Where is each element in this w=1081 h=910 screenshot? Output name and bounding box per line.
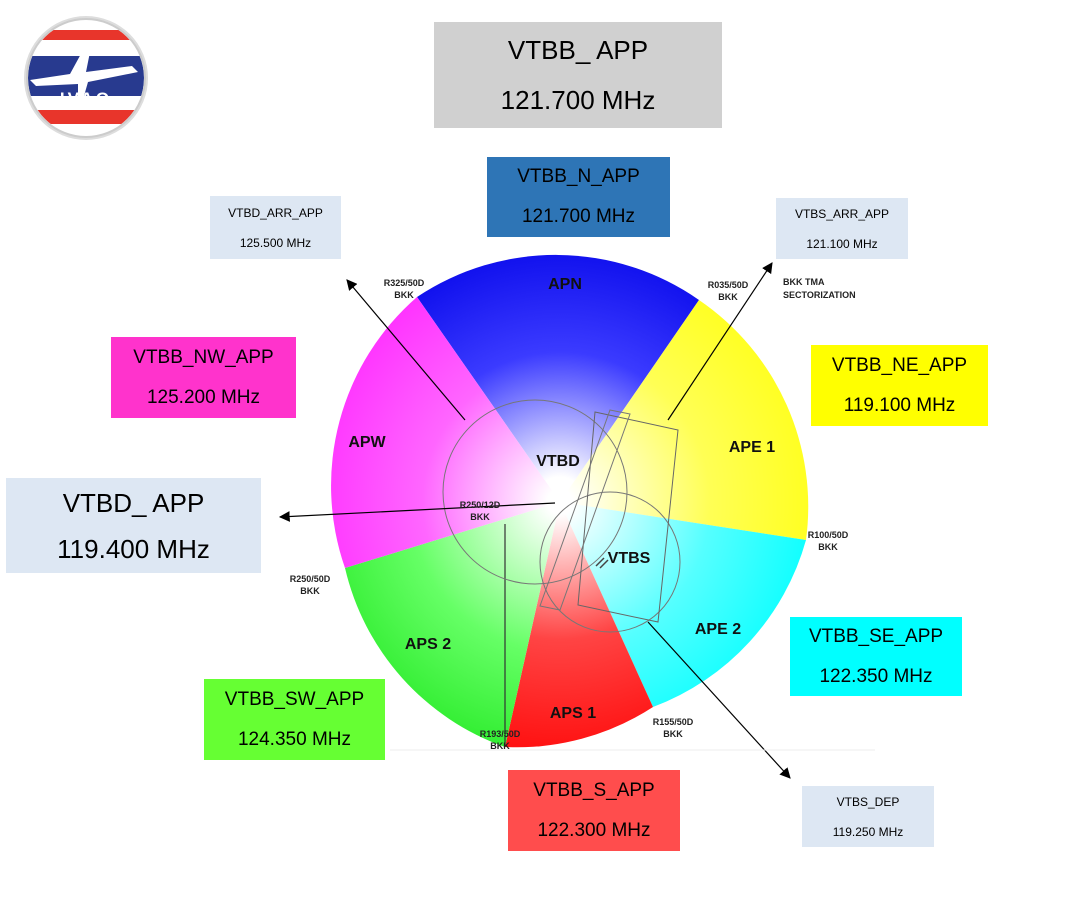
vtbs-arr-app-box: VTBS_ARR_APP 121.100 MHz	[776, 198, 908, 259]
radial-r250: R250/50D BKK	[290, 574, 331, 596]
radial-r155: R155/50D BKK	[653, 717, 694, 739]
radial-r193: R193/50D BKK	[480, 729, 521, 751]
label-apw: APW	[348, 434, 386, 451]
sector-apn	[417, 254, 699, 502]
radial-r100: R100/50D BKK	[808, 530, 849, 552]
vtbb-app-callsign: VTBB_ APP	[507, 35, 649, 65]
vtbd-arr-app-callsign: VTBD_ARR_APP	[228, 205, 323, 220]
sector-aps2	[345, 502, 560, 747]
vtbb-sw-app-box: VTBB_SW_APP 124.350 MHz	[204, 679, 385, 760]
vtbb-app-freq: 121.700 MHz	[500, 85, 656, 115]
vtbb-ne-app-callsign: VTBB_NE_APP	[831, 354, 968, 376]
vtbb-se-app-box: VTBB_SE_APP 122.350 MHz	[790, 617, 962, 696]
radial-r035: R035/50D BKK	[708, 280, 749, 302]
label-apn: APN	[548, 276, 582, 293]
vtbb-se-app-callsign: VTBB_SE_APP	[808, 625, 944, 647]
vtbs-arr-app-callsign: VTBS_ARR_APP	[794, 206, 890, 221]
logo-text: IVAO	[60, 89, 112, 108]
vtbd-app-freq: 119.400 MHz	[57, 533, 210, 564]
vtbb-s-app-box: VTBB_S_APP 122.300 MHz	[508, 770, 680, 851]
vtbb-n-app-box: VTBB_N_APP 121.700 MHz	[487, 157, 670, 237]
label-aps1: APS 1	[550, 705, 596, 722]
vtbb-n-app-callsign: VTBB_N_APP	[517, 166, 640, 187]
label-vtbd: VTBD	[536, 453, 580, 470]
vtbd-inner-circle	[442, 399, 628, 585]
sector-ape2	[560, 502, 806, 707]
vtbb-ne-app-box: VTBB_NE_APP 119.100 MHz	[811, 345, 988, 426]
vtbb-nw-app-callsign: VTBB_NW_APP	[133, 346, 274, 368]
radial-r325: R325/50D BKK	[384, 278, 425, 300]
vtbd-app-callsign: VTBD_ APP	[62, 487, 205, 518]
vtbs-dep-box: VTBS_DEP 119.250 MHz	[802, 786, 934, 847]
label-ape1: APE 1	[729, 439, 775, 456]
vtbb-n-app-freq: 121.700 MHz	[521, 206, 635, 227]
label-aps2: APS 2	[405, 636, 451, 653]
vtbb-se-app-freq: 122.350 MHz	[819, 665, 933, 687]
radial-r250-12: R250/12D BKK	[460, 500, 501, 522]
vtbb-sw-app-callsign: VTBB_SW_APP	[224, 688, 365, 710]
vtbs-inner-circle	[539, 491, 681, 633]
ivao-thailand-logo: IVAO	[24, 16, 148, 140]
sector-apw	[331, 297, 560, 568]
vtbb-nw-app-box: VTBB_NW_APP 125.200 MHz	[111, 337, 296, 418]
vtbb-nw-app-freq: 125.200 MHz	[146, 386, 260, 408]
vtbb-ne-app-freq: 119.100 MHz	[843, 394, 956, 416]
sector-ape1	[560, 300, 809, 540]
vtbd-arr-app-freq: 125.500 MHz	[239, 235, 312, 250]
vtbd-arr-app-box: VTBD_ARR_APP 125.500 MHz	[210, 196, 341, 259]
vtbb-s-app-freq: 122.300 MHz	[537, 819, 651, 841]
label-vtbs: VTBS	[608, 550, 651, 567]
vtbs-dep-callsign: VTBS_DEP	[836, 794, 900, 809]
vtbs-dep-freq: 119.250 MHz	[832, 824, 904, 839]
vtbb-app-box: VTBB_ APP 121.700 MHz	[434, 22, 722, 128]
label-ape2: APE 2	[695, 621, 741, 638]
tma-title: BKK TMA SECTORIZATION	[783, 277, 856, 300]
vtbs-arr-app-freq: 121.100 MHz	[806, 236, 878, 251]
vtbb-sw-app-freq: 124.350 MHz	[237, 728, 351, 750]
vtbd-app-box: VTBD_ APP 119.400 MHz	[6, 478, 261, 573]
vtbb-s-app-callsign: VTBB_S_APP	[533, 779, 655, 801]
